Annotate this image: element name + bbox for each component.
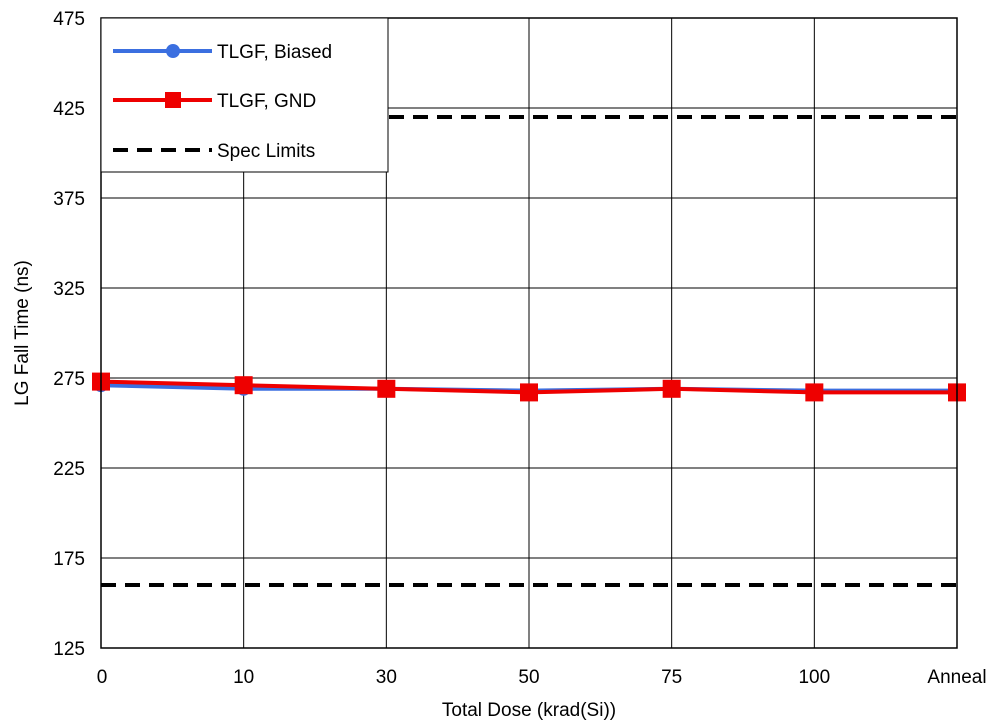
x-tick-label: 75 [661,667,682,688]
y-tick-label: 325 [53,279,85,300]
x-tick-label: 30 [376,667,397,688]
y-tick-label: 125 [53,639,85,660]
data-point-gnd [662,379,681,398]
y-tick-label: 175 [53,549,85,570]
y-axis-title: LG Fall Time (ns) [12,260,33,406]
y-tick-label: 225 [53,459,85,480]
plot-area-border [100,17,958,649]
y-tick-label: 275 [53,369,85,390]
series-layer [92,372,966,402]
x-tick-label: 100 [798,667,830,688]
x-tick-label: 10 [233,667,254,688]
x-axis-title: Total Dose (krad(Si)) [442,700,616,721]
y-tick-label: 475 [53,9,85,30]
legend-label-spec-limits: Spec Limits [217,141,315,162]
x-axis-tick-labels: 0 10 30 50 75 100 Anneal [97,667,987,688]
data-point-gnd [520,383,538,402]
data-point-gnd [805,383,824,402]
legend: TLGF, Biased TLGF, GND Spec Limits [100,17,389,173]
legend-box [100,17,389,173]
data-point-gnd [377,379,396,398]
x-tick-label: Anneal [927,667,986,688]
y-axis-tick-labels: 125 175 225 275 325 375 425 475 [53,9,85,660]
x-tick-label: 50 [518,667,539,688]
data-point-gnd [234,376,253,395]
y-tick-label: 375 [53,189,85,210]
y-tick-label: 425 [53,99,85,120]
legend-label-biased: TLGF, Biased [217,42,332,63]
legend-marker-biased [166,44,180,58]
x-tick-label: 0 [97,667,108,688]
legend-label-gnd: TLGF, GND [217,91,316,112]
legend-marker-gnd [165,92,181,108]
